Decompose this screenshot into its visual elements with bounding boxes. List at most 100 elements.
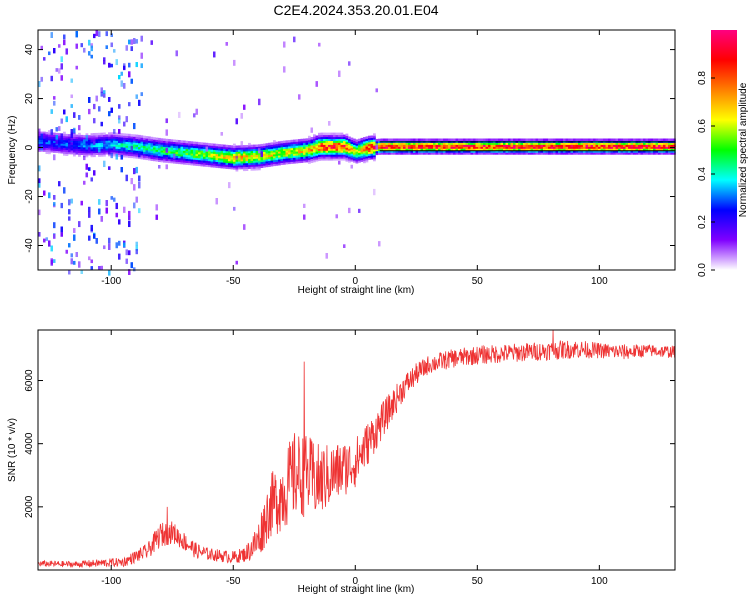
spectrogram-cell (108, 269, 111, 276)
spectrogram-cell (205, 156, 209, 159)
spectrogram-cell (143, 147, 146, 150)
spectrogram-cell (365, 150, 369, 153)
spectrogram-cell (80, 146, 84, 150)
spectrogram-cell (438, 148, 441, 151)
spectrogram-cell (525, 138, 529, 141)
spectrogram-cell (270, 156, 274, 159)
spectrogram-cell (313, 159, 316, 163)
spectrogram-cell (630, 142, 634, 145)
spectrogram-cell (40, 45, 43, 51)
spectrogram-cell (60, 151, 64, 154)
spectrogram-cell (463, 144, 466, 147)
spectrogram-cell (645, 142, 649, 145)
spectrogram-cell (338, 148, 341, 151)
spectrogram-cell (160, 148, 164, 151)
spectrogram-cell (360, 149, 364, 153)
spectrogram-cell (95, 134, 99, 138)
spectrogram-cell (68, 140, 71, 143)
spectrogram-cell (123, 139, 126, 142)
spectrogram-cell (478, 144, 481, 147)
spectrogram-cell (505, 150, 509, 153)
spectrogram-cell (215, 157, 219, 160)
spectrogram-cell (50, 134, 54, 137)
spectrogram-cell (173, 153, 176, 160)
spectrogram-cell (485, 148, 489, 151)
spectrogram-cell (465, 152, 469, 155)
spectrogram-cell (163, 152, 166, 155)
spectrogram-cell (130, 46, 133, 52)
spectrogram-cell (493, 142, 496, 145)
spectrogram-cell (58, 44, 61, 48)
spectrogram-cell (265, 160, 269, 164)
spectrogram-cell (523, 152, 526, 155)
spectrogram-cell (673, 142, 676, 145)
spectrogram-cell (325, 154, 329, 157)
spectrogram-cell (135, 148, 139, 151)
spectrogram-cell (48, 141, 51, 145)
spectrogram-cell (410, 148, 414, 151)
spectrogram-cell (115, 212, 118, 218)
spectrogram-cell (440, 138, 444, 141)
spectrogram-cell (233, 155, 236, 158)
spectrogram-cell (673, 152, 676, 155)
spectrogram-cell (538, 142, 541, 145)
spectrogram-cell (83, 47, 86, 53)
colorbar-tick-label: 0.0 (697, 263, 708, 277)
spectrogram-cell (508, 152, 511, 155)
spectrogram-cell (305, 144, 309, 147)
spectrogram-cell (325, 134, 329, 138)
spectrogram-cell (303, 152, 306, 155)
spectrogram-cell (308, 157, 311, 160)
spectrogram-cell (128, 62, 131, 68)
spectrogram-cell (303, 146, 306, 149)
spectrogram-cell (468, 148, 471, 151)
spectrogram-cell (108, 62, 111, 68)
spectrogram-cell (308, 149, 311, 152)
spectrogram-cell (100, 138, 104, 141)
spectrogram-cell (543, 144, 546, 147)
spectrogram-cell (445, 142, 449, 145)
spectrogram-cell (245, 154, 249, 158)
spectrogram-cell (345, 147, 349, 150)
spectrogram-cell (38, 178, 41, 184)
spectrogram-cell (90, 135, 94, 138)
spectrogram-cell (118, 219, 121, 225)
spectrogram-cell (160, 144, 164, 147)
spectrogram-cell (158, 143, 161, 147)
spectrogram-cell (83, 135, 86, 138)
spectrogram-cell (240, 160, 244, 164)
spectrogram-cell (260, 157, 264, 161)
spectrogram-cell (55, 132, 59, 136)
spectrogram-cell (453, 152, 456, 155)
spectrogram-cell (160, 142, 164, 145)
spectrogram-cell (468, 138, 471, 141)
spectrogram-cell (258, 98, 261, 106)
spectrogram-cell (320, 150, 324, 153)
x-tick-label: 0 (352, 576, 358, 587)
spectrogram-cell (295, 151, 299, 154)
spectrogram-cell (453, 148, 456, 151)
spectrogram-cell (195, 163, 199, 166)
spectrogram-cell (640, 150, 644, 153)
spectrogram-cell (468, 150, 471, 153)
spectrogram-cell (605, 146, 609, 149)
spectrogram-cell (53, 259, 56, 263)
spectrogram-cell (50, 258, 53, 265)
spectrogram-cell (365, 136, 369, 139)
spectrogram-cell (435, 138, 439, 141)
spectrogram-cell (255, 160, 259, 163)
x-tick-label: 50 (472, 276, 484, 287)
spectrogram-cell (405, 138, 409, 141)
spectrogram-cell (578, 148, 581, 151)
spectrogram-cell (495, 152, 499, 155)
spectrogram-cell (383, 144, 386, 147)
spectrogram-cell (168, 158, 171, 162)
spectrogram-cell (330, 158, 334, 161)
spectrogram-cell (228, 145, 231, 148)
spectrogram-cell (545, 150, 549, 153)
spectrogram-cell (138, 181, 141, 189)
spectrogram-cell (165, 152, 169, 155)
spectrogram-cell (158, 165, 161, 169)
spectrogram-cell (128, 220, 131, 228)
spectrogram-cell (48, 138, 51, 141)
